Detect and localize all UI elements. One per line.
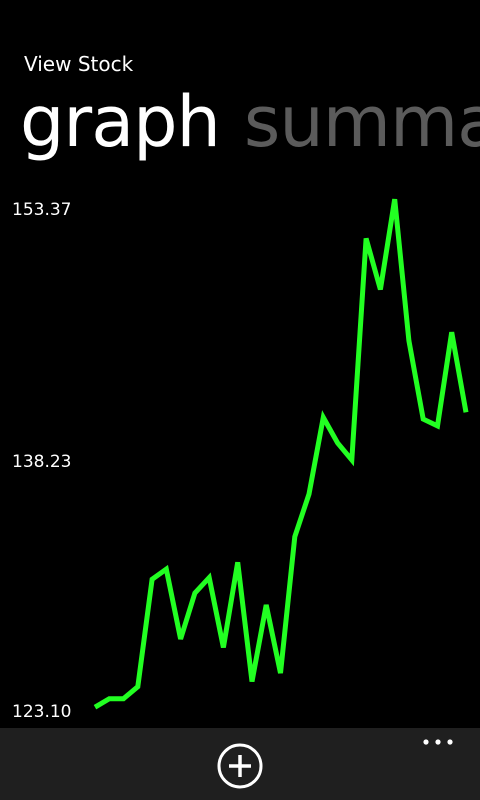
y-tick-label: 153.37	[12, 200, 71, 220]
y-tick-label: 138.23	[12, 452, 71, 472]
ellipsis-icon[interactable]	[420, 732, 460, 752]
tab-graph[interactable]: graph	[20, 82, 221, 163]
tab-summary[interactable]: summar	[243, 82, 480, 163]
y-tick-label: 123.10	[12, 702, 71, 722]
stock-line-chart: 153.37 138.23 123.10	[12, 198, 469, 722]
pivot-header: graph summar	[20, 82, 480, 172]
app-title: View Stock	[24, 52, 134, 76]
price-series-line	[93, 198, 469, 710]
add-circle-icon[interactable]	[216, 742, 264, 790]
application-bar	[0, 728, 480, 800]
